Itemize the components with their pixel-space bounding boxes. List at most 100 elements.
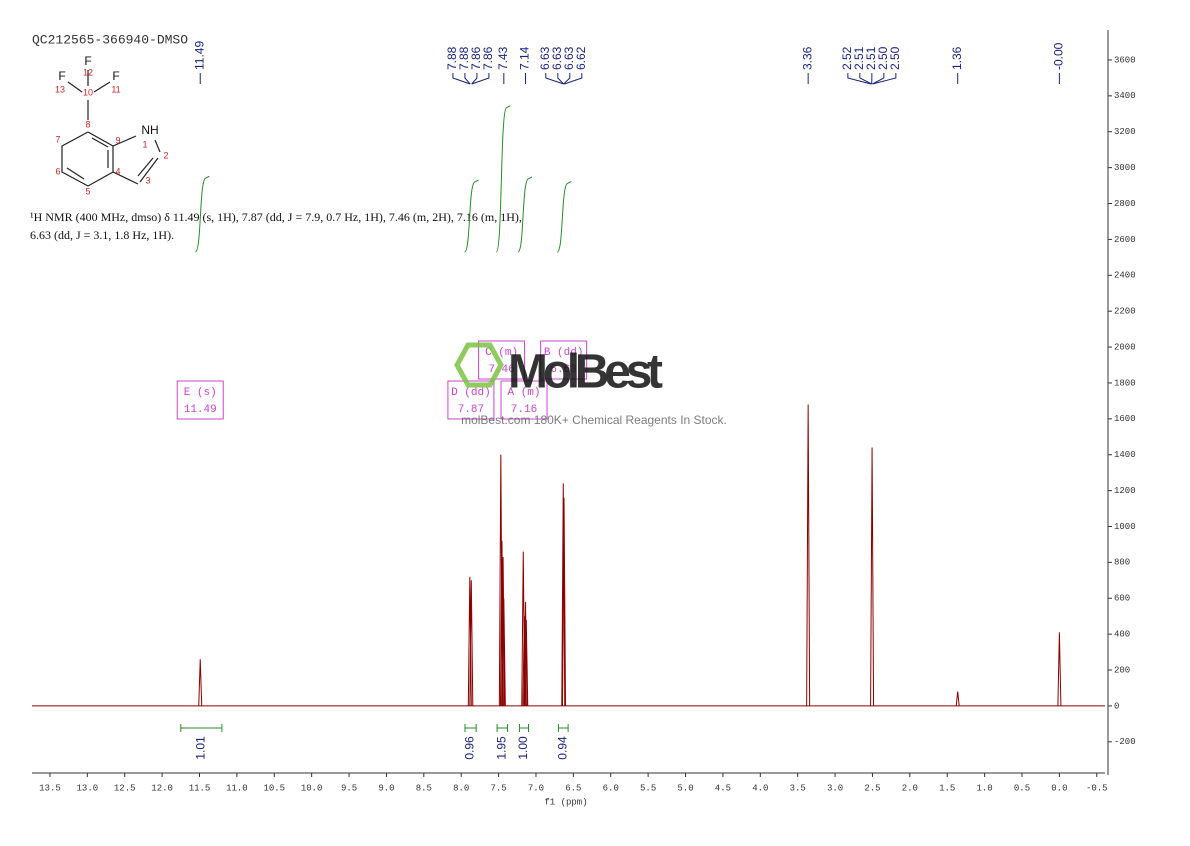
bond bbox=[155, 140, 160, 152]
x-tick-label: 6.5 bbox=[565, 783, 581, 793]
y-tick-label: 800 bbox=[1114, 558, 1130, 568]
y-tick-label: 200 bbox=[1114, 665, 1130, 675]
peak-label: 1.36 bbox=[950, 46, 964, 70]
y-tick-label: 1600 bbox=[1114, 414, 1136, 424]
atom-index: 8 bbox=[85, 119, 90, 129]
atom-index: 7 bbox=[55, 134, 60, 144]
x-tick-label: 12.5 bbox=[114, 783, 136, 793]
y-tick-label: 2800 bbox=[1114, 199, 1136, 209]
peak bbox=[807, 404, 810, 705]
x-tick-label: 4.0 bbox=[752, 783, 768, 793]
watermark-logo-text: MolBest bbox=[508, 346, 663, 399]
peak bbox=[199, 659, 202, 706]
x-tick-label: 9.5 bbox=[341, 783, 357, 793]
x-tick-label: 9.0 bbox=[378, 783, 394, 793]
x-tick-label: 8.5 bbox=[416, 783, 432, 793]
x-tick-label: 5.0 bbox=[677, 783, 693, 793]
x-tick-label: 10.5 bbox=[263, 783, 285, 793]
atom-index: 3 bbox=[145, 175, 150, 185]
x-tick-label: 3.5 bbox=[790, 783, 806, 793]
integral-curve bbox=[557, 182, 571, 253]
y-tick-label: 2000 bbox=[1114, 342, 1136, 352]
peak-label: 6.62 bbox=[574, 46, 588, 70]
x-tick-label: 11.5 bbox=[189, 783, 211, 793]
atom: F bbox=[58, 69, 65, 83]
x-tick-label: 1.5 bbox=[939, 783, 955, 793]
x-tick-label: 7.0 bbox=[528, 783, 544, 793]
peak-label: 11.49 bbox=[192, 41, 206, 70]
x-tick-label: 12.0 bbox=[151, 783, 173, 793]
atom-index: 12 bbox=[83, 67, 93, 77]
y-tick-label: 1800 bbox=[1114, 378, 1136, 388]
y-tick-label: 3200 bbox=[1114, 127, 1136, 137]
bond bbox=[94, 82, 110, 92]
peak bbox=[871, 448, 874, 706]
y-tick-label: 1200 bbox=[1114, 486, 1136, 496]
y-tick-label: 3000 bbox=[1114, 163, 1136, 173]
x-tick-label: 10.0 bbox=[301, 783, 323, 793]
x-tick-label: 11.0 bbox=[226, 783, 248, 793]
atom-index: 2 bbox=[163, 150, 168, 160]
peak-label: -0.00 bbox=[1052, 42, 1066, 70]
y-tick-label: 2200 bbox=[1114, 307, 1136, 317]
y-tick-label: 3400 bbox=[1114, 91, 1136, 101]
bond bbox=[67, 168, 84, 179]
atom-index: 11 bbox=[111, 84, 120, 94]
atom-index: 1 bbox=[142, 139, 147, 149]
bond bbox=[62, 132, 113, 186]
multiplet-label: D (dd) bbox=[451, 387, 491, 399]
atom-index: 6 bbox=[55, 166, 60, 176]
x-tick-label: 7.5 bbox=[490, 783, 506, 793]
atom-index: 13 bbox=[55, 84, 65, 94]
description: 6.63 (dd, J = 3.1, 1.8 Hz, 1H). bbox=[30, 228, 174, 242]
atom-labels: F F F 12 13 10 11 NH 1 2 3 4 5 6 7 8 9 bbox=[55, 54, 169, 196]
x-tick-label: 0.0 bbox=[1051, 783, 1067, 793]
peak bbox=[1058, 632, 1061, 706]
peak-label-leader bbox=[546, 73, 564, 84]
atom: NH bbox=[141, 123, 158, 137]
y-tick-label: 2400 bbox=[1114, 271, 1136, 281]
y-tick-label: 1400 bbox=[1114, 450, 1136, 460]
integral-label: 1.00 bbox=[516, 736, 530, 760]
x-tick-label: 3.0 bbox=[827, 783, 843, 793]
atom: F bbox=[84, 54, 91, 68]
peak-label: 7.86 bbox=[481, 46, 495, 70]
peak-label-leader bbox=[472, 73, 489, 84]
atom-index: 9 bbox=[115, 135, 120, 145]
bond bbox=[68, 82, 82, 92]
integral-label: 1.01 bbox=[194, 736, 208, 760]
x-axis-label: f1 (ppm) bbox=[544, 797, 587, 807]
y-tick-label: 1000 bbox=[1114, 522, 1136, 532]
peak-label: 3.36 bbox=[800, 46, 814, 70]
atom-index: 5 bbox=[85, 186, 90, 196]
atom-index: 4 bbox=[115, 166, 120, 176]
peak-label-leader bbox=[453, 73, 470, 84]
integral-label: 0.96 bbox=[463, 736, 477, 760]
integral-curve bbox=[496, 106, 510, 252]
watermark-text: molBest.com 180K+ Chemical Reagents In S… bbox=[461, 413, 727, 427]
x-tick-label: 1.0 bbox=[977, 783, 993, 793]
peak bbox=[956, 692, 959, 706]
x-tick-label: 8.0 bbox=[453, 783, 469, 793]
chart-title: QC212565-366940-DMSO bbox=[32, 32, 188, 47]
peak-label: 7.14 bbox=[518, 46, 532, 70]
x-tick-label: -0.5 bbox=[1086, 783, 1108, 793]
multiplet-label: E (s) bbox=[184, 387, 217, 399]
x-tick-label: 6.0 bbox=[603, 783, 619, 793]
x-tick-label: 5.5 bbox=[640, 783, 656, 793]
x-tick-label: 4.5 bbox=[715, 783, 731, 793]
atom: F bbox=[112, 69, 119, 83]
peak-label-leader bbox=[564, 73, 581, 84]
x-tick-label: 13.5 bbox=[39, 783, 61, 793]
y-tick-label: 3600 bbox=[1114, 55, 1136, 65]
integral-label: 0.94 bbox=[555, 736, 569, 760]
peak-label: 7.43 bbox=[496, 46, 510, 70]
watermark: MolBest molBest.com 180K+ Chemical Reagen… bbox=[457, 345, 727, 427]
y-tick-label: -200 bbox=[1114, 737, 1136, 747]
y-tick-label: 600 bbox=[1114, 594, 1130, 604]
x-tick-label: 2.5 bbox=[864, 783, 880, 793]
x-tick-label: 13.0 bbox=[77, 783, 99, 793]
y-tick-label: 400 bbox=[1114, 630, 1130, 640]
integral-label: 1.95 bbox=[494, 736, 508, 760]
